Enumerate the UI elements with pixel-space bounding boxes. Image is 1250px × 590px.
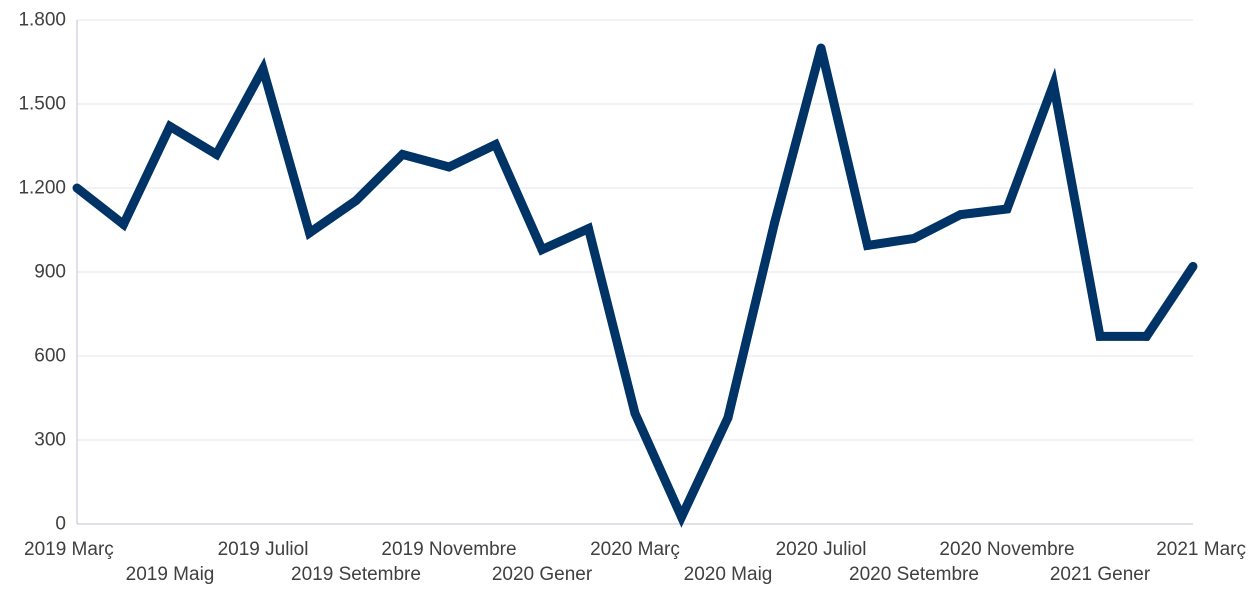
- data-point: [1142, 331, 1151, 341]
- data-point: [909, 233, 919, 243]
- x-tick-label: 2019 Setembre: [291, 564, 421, 585]
- data-point: [258, 64, 268, 74]
- data-point: [956, 210, 965, 220]
- data-point: [119, 219, 128, 229]
- data-point: [1049, 79, 1058, 89]
- x-tick-label: 2019 Novembre: [381, 539, 516, 560]
- x-tick-label: 2020 Juliol: [776, 539, 867, 560]
- y-tick-label: 300: [34, 430, 66, 451]
- x-tick-label: 2021 Gener: [1050, 564, 1151, 585]
- data-point: [630, 408, 640, 418]
- series-layer: [72, 43, 1198, 528]
- data-point: [537, 245, 547, 255]
- data-point: [165, 121, 175, 131]
- x-tick-label: 2021 Març: [1156, 539, 1246, 560]
- grid-lines: [77, 19, 1193, 441]
- data-point: [212, 149, 221, 159]
- x-tick-label: 2019 Maig: [126, 564, 215, 585]
- y-tick-label: 1.200: [18, 178, 66, 199]
- x-tick-label: 2019 Març: [24, 539, 114, 560]
- data-point: [677, 512, 686, 522]
- data-point: [723, 413, 733, 423]
- x-tick-label: 2020 Novembre: [939, 539, 1074, 560]
- data-point: [1095, 331, 1105, 341]
- data-point: [1002, 204, 1012, 214]
- data-point: [72, 183, 82, 193]
- data-point: [584, 224, 593, 234]
- y-tick-label: 0: [55, 514, 66, 535]
- data-point: [770, 218, 779, 228]
- data-point: [305, 228, 314, 238]
- x-axis: [76, 20, 1193, 525]
- y-tick-label: 1.800: [18, 10, 66, 31]
- data-point: [816, 43, 826, 53]
- x-tick-label: 2020 Maig: [684, 564, 773, 585]
- data-point: [444, 162, 454, 172]
- y-tick-label: 900: [34, 262, 66, 283]
- series-line: [74, 46, 1197, 528]
- data-point: [491, 140, 500, 150]
- y-tick-label: 600: [34, 346, 66, 367]
- y-axis-tick-labels: 0 300 600 900 1.200 1.500 1.800: [18, 10, 66, 535]
- x-tick-label: 2020 Setembre: [849, 564, 979, 585]
- data-point: [863, 240, 872, 250]
- x-tick-label: 2020 Març: [590, 539, 680, 560]
- data-point: [398, 149, 407, 159]
- x-tick-label: 2019 Juliol: [218, 539, 309, 560]
- data-point: [351, 196, 361, 206]
- y-tick-label: 1.500: [18, 94, 66, 115]
- data-point: [1188, 261, 1198, 271]
- x-tick-label: 2020 Gener: [492, 564, 593, 585]
